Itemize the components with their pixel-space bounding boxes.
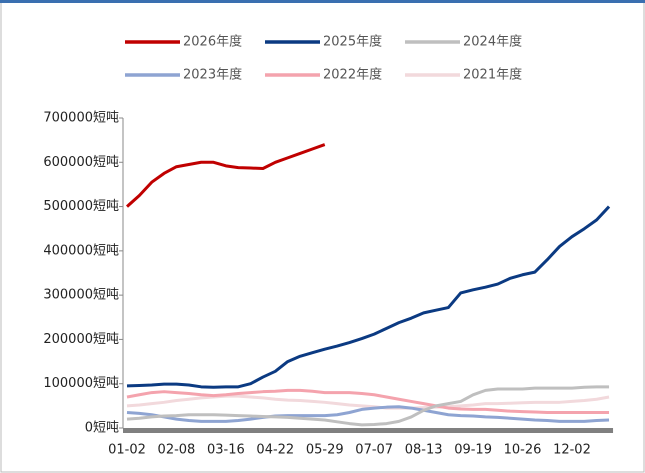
series-line [125,143,326,208]
y-tick-label: 0短吨 [85,421,119,436]
x-tick-label: 08-13 [405,443,443,458]
series-line [126,388,610,414]
series-line [126,205,611,389]
legend-label: 2026年度 [183,34,242,50]
x-tick-label: 02-08 [158,443,196,458]
legend-label: 2021年度 [463,67,522,83]
y-tick-label: 300000短吨 [43,288,119,303]
legend-label: 2022年度 [323,67,382,83]
x-tick-label: 10-26 [504,443,542,458]
y-tick-label: 100000短吨 [43,376,119,391]
x-tick-label: 04-22 [256,443,294,458]
series-line [126,385,610,427]
series-line [126,394,610,410]
y-tick-label: 700000短吨 [43,111,119,126]
x-axis [123,428,614,433]
x-tick-label: 09-19 [454,443,492,458]
series-line [126,405,610,423]
legend-label: 2025年度 [323,34,382,50]
x-tick-label: 05-29 [306,443,344,458]
x-tick-label: 03-16 [207,443,245,458]
legend-label: 2024年度 [463,34,522,50]
x-tick-label: 07-07 [355,443,393,458]
y-tick-label: 500000短吨 [43,199,119,214]
y-tick-label: 600000短吨 [43,155,119,170]
x-tick-label: 12-02 [553,443,591,458]
y-tick-label: 200000短吨 [43,332,119,347]
y-tick-label: 400000短吨 [43,243,119,258]
legend-label: 2023年度 [183,67,242,83]
x-tick-label: 01-02 [108,443,146,458]
